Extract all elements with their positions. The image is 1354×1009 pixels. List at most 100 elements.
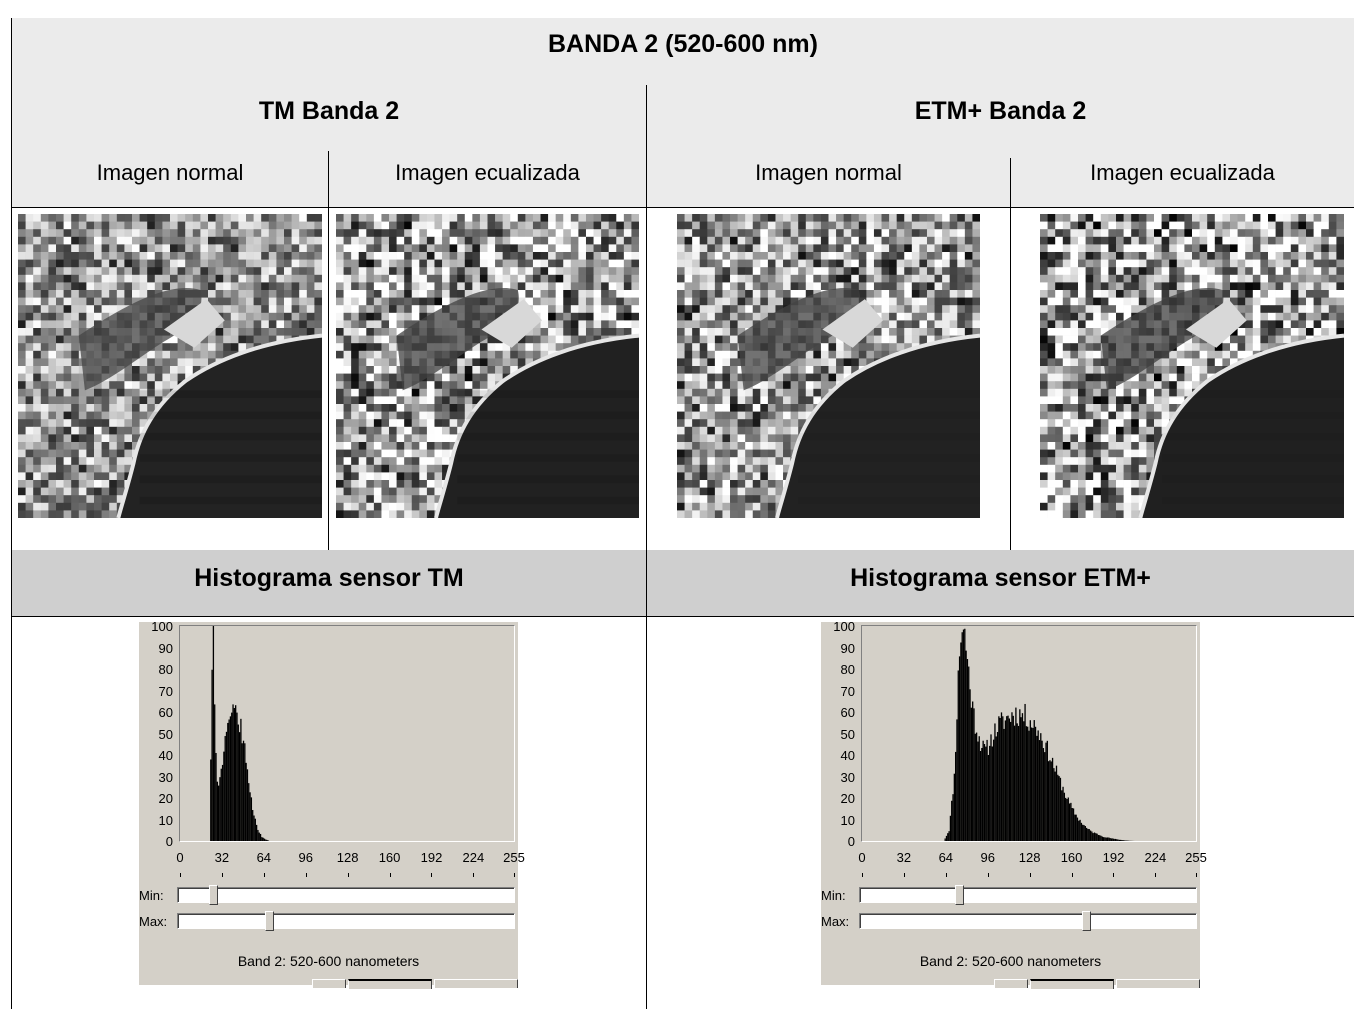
histogram-bar xyxy=(1029,720,1031,841)
min-slider[interactable] xyxy=(859,885,1197,905)
sensor-title-etm: ETM+ Banda 2 xyxy=(914,97,1087,125)
histogram-bar xyxy=(999,717,1001,841)
histogram-bar xyxy=(263,838,266,841)
histogram-bar xyxy=(949,815,952,841)
histogram-bar xyxy=(1028,730,1030,841)
histogram-bar xyxy=(1016,723,1018,841)
histogram-bar xyxy=(960,642,962,841)
histogram-bar xyxy=(1113,838,1115,841)
histogram-bar xyxy=(235,705,237,841)
dialog-button[interactable] xyxy=(1116,979,1200,988)
histogram-bar xyxy=(992,739,995,841)
histogram-bar xyxy=(1034,726,1037,841)
x-tick-label: 64 xyxy=(256,850,272,865)
min-slider-thumb[interactable] xyxy=(954,885,964,905)
histogram-bar xyxy=(962,629,965,841)
x-tick-mark xyxy=(347,873,349,877)
x-tick-mark xyxy=(1113,873,1115,877)
histogram-bar xyxy=(1027,726,1029,841)
y-tick-label: 80 xyxy=(840,662,855,677)
x-tick-mark xyxy=(1029,873,1031,877)
histogram-bar xyxy=(1054,771,1056,841)
hist-title-tm: Histograma sensor TM xyxy=(194,564,464,592)
histogram-bar xyxy=(998,716,1000,841)
histogram-bar xyxy=(1055,765,1058,841)
histogram-bar xyxy=(1004,720,1007,841)
min-slider-thumb[interactable] xyxy=(208,885,218,905)
x-tick-mark xyxy=(903,873,905,877)
histogram-bar xyxy=(246,769,249,841)
histogram-bar xyxy=(1125,840,1127,841)
x-tick-label: 64 xyxy=(938,850,954,865)
max-slider[interactable] xyxy=(859,911,1197,931)
histogram-bar xyxy=(259,833,262,841)
histogram-bar xyxy=(1040,733,1042,841)
histogram-bar xyxy=(1122,840,1124,841)
histogram-bar xyxy=(977,741,979,841)
histogram-bar xyxy=(978,736,980,841)
histogram-bar xyxy=(968,666,970,841)
min-slider[interactable] xyxy=(177,885,515,905)
histogram-bar xyxy=(1002,716,1004,841)
hist-title-etm: Histograma sensor ETM+ xyxy=(850,564,1151,592)
histogram-bar xyxy=(952,794,954,841)
y-tick-label: 100 xyxy=(833,619,855,634)
histogram-bar xyxy=(212,626,215,841)
histogram-bar xyxy=(982,740,984,841)
histogram-bar xyxy=(1092,833,1094,841)
histogram-bar xyxy=(1042,748,1045,841)
x-tick-mark xyxy=(945,873,947,877)
histogram-bar xyxy=(236,712,238,841)
histogram-bar xyxy=(1110,838,1113,841)
histogram-bar xyxy=(1015,707,1017,841)
x-tick-label: 255 xyxy=(1185,850,1207,865)
histogram-bar xyxy=(238,732,241,841)
histogram-bar xyxy=(1021,713,1024,841)
dialog-button[interactable] xyxy=(1030,979,1114,989)
histogram-bar xyxy=(215,752,217,841)
histogram-bar xyxy=(1082,824,1084,841)
histogram-bar xyxy=(956,719,958,841)
dialog-button[interactable] xyxy=(994,979,1028,988)
dialog-button[interactable] xyxy=(434,979,518,988)
histogram-bar xyxy=(1104,837,1106,841)
histogram-bar xyxy=(245,762,247,841)
x-tick-label: 128 xyxy=(336,850,359,865)
max-slider-thumb[interactable] xyxy=(264,911,274,931)
divider-sensors xyxy=(646,85,647,1009)
y-tick-label: 60 xyxy=(158,705,173,720)
histogram-bar xyxy=(994,723,996,841)
histogram-bar xyxy=(966,659,969,841)
x-tick-mark xyxy=(987,873,989,877)
etm-equalized-label: Imagen ecualizada xyxy=(1090,160,1275,185)
tm-equalized-image xyxy=(336,214,639,518)
max-slider-thumb[interactable] xyxy=(1082,911,1092,931)
histogram-bar xyxy=(1025,726,1028,841)
histogram-bar xyxy=(225,731,228,841)
histogram-bar xyxy=(266,839,268,841)
max-slider-label: Max: xyxy=(821,914,850,929)
histogram-bar xyxy=(995,736,997,841)
histogram-bar xyxy=(1011,712,1013,841)
histogram-bar xyxy=(1062,786,1064,841)
histogram-caption: Band 2: 520-600 nanometers xyxy=(237,953,420,969)
dialog-button[interactable] xyxy=(312,979,346,988)
dialog-button[interactable] xyxy=(348,979,432,989)
x-tick-mark xyxy=(389,873,391,877)
histogram-bar xyxy=(257,829,259,841)
x-tick-label: 160 xyxy=(378,850,401,865)
histogram-bar xyxy=(1036,735,1038,841)
histogram-bar xyxy=(1038,740,1041,841)
max-slider[interactable] xyxy=(177,911,515,931)
histogram-bar xyxy=(972,701,974,841)
histogram-bar xyxy=(1066,798,1068,841)
histogram-bar xyxy=(1087,828,1089,841)
x-tick-label: 32 xyxy=(896,850,912,865)
x-tick-label: 128 xyxy=(1018,850,1041,865)
histogram-bar xyxy=(981,747,983,841)
x-tick-mark xyxy=(305,873,307,877)
histogram-bar xyxy=(237,724,239,841)
histogram-bar xyxy=(1049,760,1051,841)
histogram-bar xyxy=(253,815,255,841)
histogram-bar xyxy=(1058,776,1060,841)
